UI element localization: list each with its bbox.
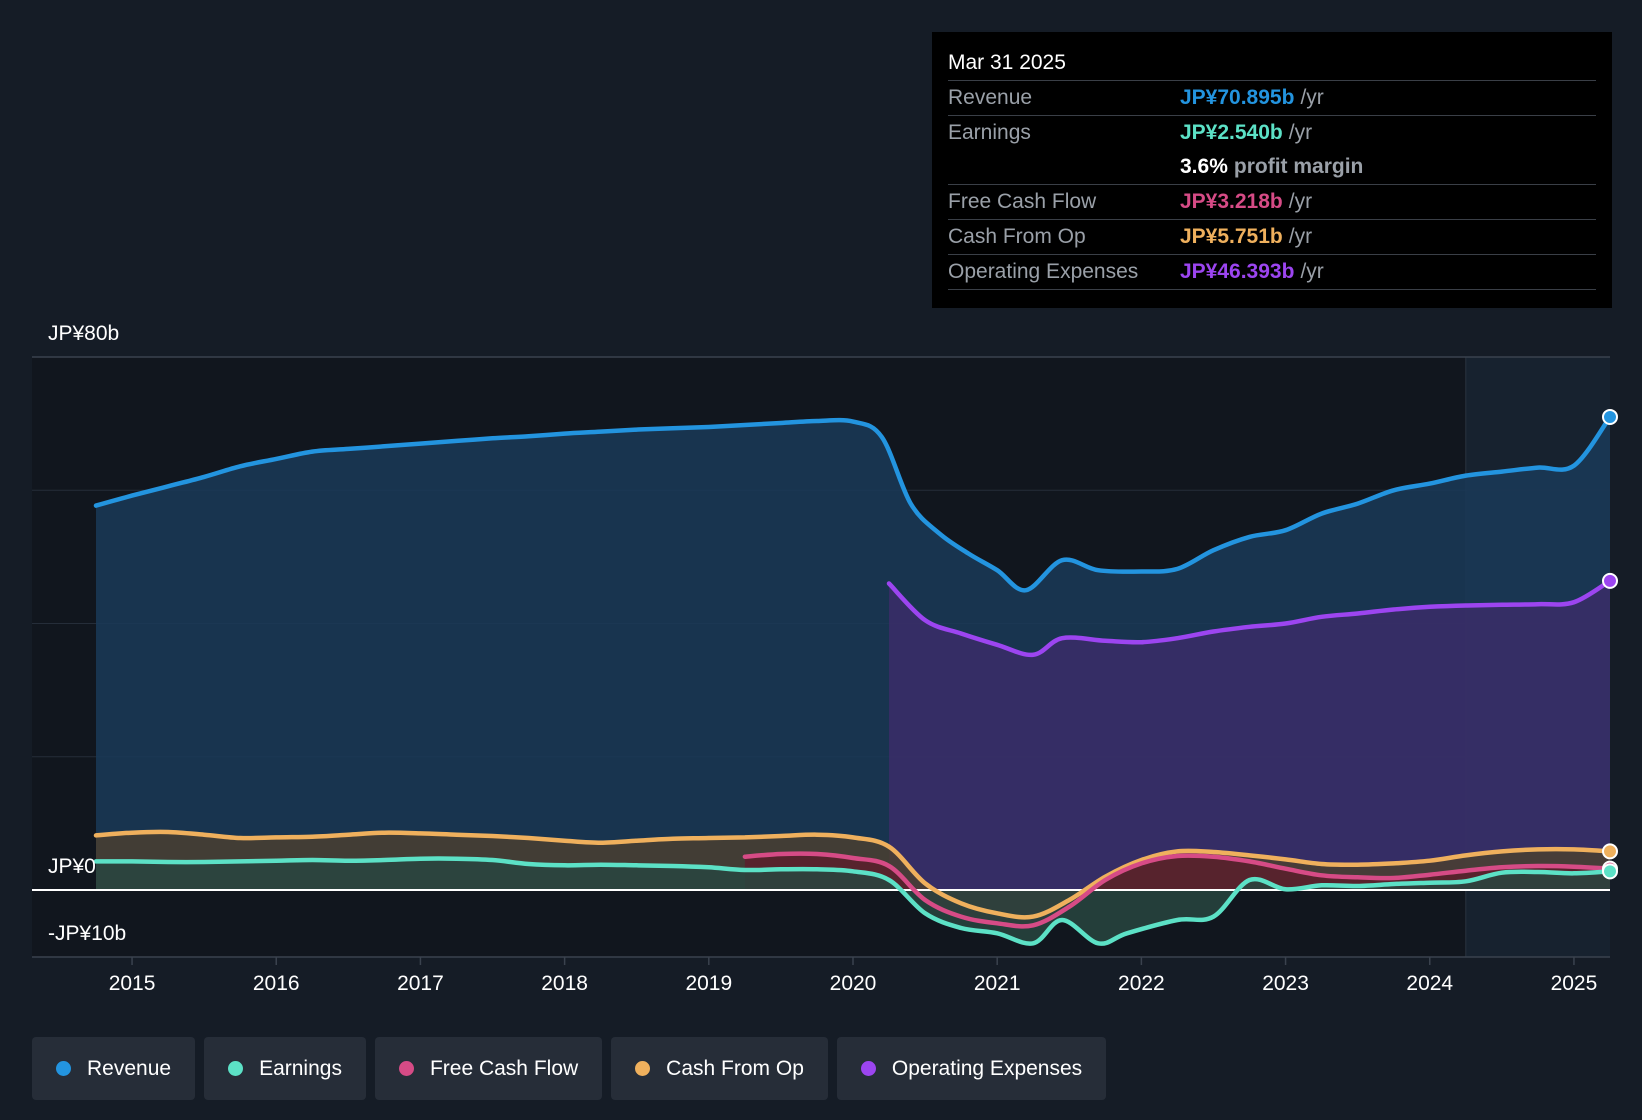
legend-dot-operating-expenses bbox=[860, 1061, 876, 1076]
tooltip-cfo-unit: /yr bbox=[1288, 225, 1313, 248]
tooltip-opex-label: Operating Expenses bbox=[948, 260, 1139, 283]
legend-item-free-cash-flow[interactable]: Free Cash Flow bbox=[374, 1037, 603, 1100]
x-tick-label-2024: 2024 bbox=[1406, 972, 1453, 995]
tooltip-revenue-unit: /yr bbox=[1300, 86, 1324, 109]
legend-label-revenue: Revenue bbox=[87, 1056, 172, 1080]
legend-item-revenue[interactable]: Revenue bbox=[32, 1037, 196, 1100]
line-cash-from-op bbox=[93, 829, 1613, 920]
x-tick-label-2015: 2015 bbox=[109, 972, 156, 995]
tooltip-revenue-label: Revenue bbox=[948, 86, 1033, 109]
tooltip-earnings-value: JP¥2.540b bbox=[1180, 121, 1283, 144]
legend-label-cash-from-op: Cash From Op bbox=[666, 1056, 804, 1080]
x-tick-label-2017: 2017 bbox=[397, 972, 444, 995]
tooltip-cfo-value: JP¥5.751b bbox=[1180, 225, 1283, 248]
tooltip-revenue-row: Revenue JP¥70.895b /yr bbox=[948, 81, 1596, 116]
line-revenue bbox=[93, 414, 1613, 593]
legend-label-free-cash-flow: Free Cash Flow bbox=[429, 1056, 579, 1080]
tooltip-earnings-row: Earnings JP¥2.540b /yr bbox=[948, 116, 1596, 150]
tooltip-earnings-label: Earnings bbox=[948, 121, 1031, 144]
legend-dot-earnings bbox=[228, 1061, 244, 1076]
line-free-cash-flow bbox=[742, 851, 1613, 929]
legend-item-earnings[interactable]: Earnings bbox=[204, 1037, 366, 1100]
tooltip-date: Mar 31 2025 bbox=[948, 46, 1596, 81]
tooltip-fcf-unit: /yr bbox=[1288, 190, 1313, 213]
end-marker-operating-expenses[interactable] bbox=[1602, 572, 1618, 589]
line-operating-expenses bbox=[886, 578, 1613, 658]
y-label-bottom: -JP¥10b bbox=[48, 922, 126, 945]
end-marker-earnings[interactable] bbox=[1602, 863, 1618, 880]
legend-label-earnings: Earnings bbox=[259, 1056, 342, 1080]
tooltip-revenue-value: JP¥70.895b bbox=[1180, 86, 1295, 109]
series-areas bbox=[96, 417, 1610, 944]
x-tick-label-2016: 2016 bbox=[253, 972, 300, 995]
tooltip-opex-unit: /yr bbox=[1300, 260, 1324, 283]
legend-dot-free-cash-flow bbox=[398, 1061, 414, 1076]
y-label-zero: JP¥0 bbox=[48, 855, 96, 878]
legend-dot-revenue bbox=[56, 1061, 71, 1076]
x-tick-label-2018: 2018 bbox=[541, 972, 588, 995]
tooltip-margin-row: 3.6% profit margin bbox=[948, 150, 1596, 185]
tooltip-cfo-row: Cash From Op JP¥5.751b /yr bbox=[948, 220, 1596, 255]
tooltip-fcf-value: JP¥3.218b bbox=[1180, 190, 1283, 213]
legend-label-operating-expenses: Operating Expenses bbox=[891, 1056, 1083, 1080]
tooltip-panel: Mar 31 2025 Revenue JP¥70.895b /yr Earni… bbox=[932, 32, 1612, 308]
x-tick-label-2021: 2021 bbox=[974, 972, 1021, 995]
y-label-top: JP¥80b bbox=[48, 322, 119, 345]
tooltip-margin-value: 3.6% bbox=[1180, 155, 1228, 178]
x-tick-label-2025: 2025 bbox=[1551, 972, 1598, 995]
tooltip-cfo-label: Cash From Op bbox=[948, 225, 1086, 248]
legend-item-operating-expenses[interactable]: Operating Expenses bbox=[836, 1037, 1107, 1100]
area-operating-expenses bbox=[889, 580, 1610, 890]
line-earnings bbox=[93, 856, 1613, 946]
legend-item-cash-from-op[interactable]: Cash From Op bbox=[611, 1037, 828, 1100]
tooltip-opex-row: Operating Expenses JP¥46.393b /yr bbox=[948, 255, 1596, 290]
tooltip-earnings-unit: /yr bbox=[1288, 121, 1313, 144]
tooltip-fcf-label: Free Cash Flow bbox=[948, 190, 1097, 213]
tooltip-margin-spacer bbox=[948, 150, 1180, 184]
end-marker-cash-from-op[interactable] bbox=[1602, 843, 1618, 860]
x-axis-ticks: 2015 2016 2017 2018 2019 2020 2021 2022 2023 2024… bbox=[109, 957, 1598, 995]
series-end-markers bbox=[1602, 408, 1618, 880]
area-earnings bbox=[96, 858, 1610, 944]
tooltip-margin-label: profit margin bbox=[1233, 155, 1364, 178]
x-tick-label-2023: 2023 bbox=[1262, 972, 1309, 995]
legend: Revenue Earnings Free Cash Flow Cash Fro… bbox=[32, 1037, 1107, 1100]
x-tick-label-2022: 2022 bbox=[1118, 972, 1165, 995]
x-tick-label-2020: 2020 bbox=[830, 972, 877, 995]
series-lines bbox=[93, 414, 1613, 946]
tooltip-opex-value: JP¥46.393b bbox=[1180, 260, 1295, 283]
legend-dot-cash-from-op bbox=[635, 1061, 651, 1076]
x-tick-label-2019: 2019 bbox=[685, 972, 732, 995]
end-marker-revenue[interactable] bbox=[1602, 408, 1618, 425]
tooltip-fcf-row: Free Cash Flow JP¥3.218b /yr bbox=[948, 185, 1596, 220]
